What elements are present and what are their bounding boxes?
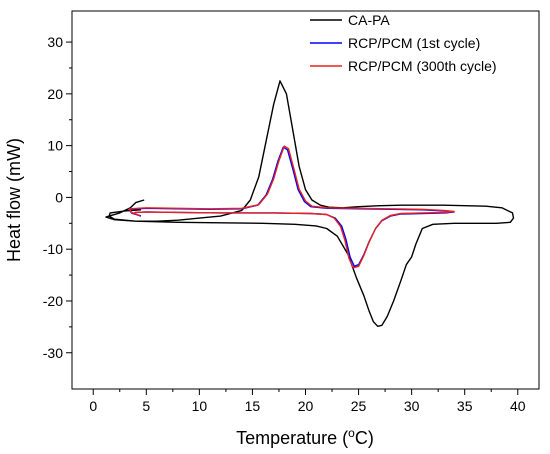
legend: CA-PA RCP/PCM (1st cycle) RCP/PCM (300th c… bbox=[310, 12, 497, 74]
x-axis-title-superscript: o bbox=[348, 426, 355, 440]
ticks-layer: 0 5 10 15 20 25 30 35 40 -30 -20 -10 0 10 20 30 bbox=[43, 34, 526, 414]
y-axis-title: Heat flow (mW) bbox=[4, 138, 24, 262]
x-tick-label: 10 bbox=[192, 398, 208, 414]
series-line-rcp-pcm-300th-cycle bbox=[128, 145, 455, 269]
y-tick-label: 30 bbox=[47, 34, 63, 50]
x-axis-title-suffix: C) bbox=[355, 428, 374, 448]
y-tick-label: -10 bbox=[43, 241, 63, 257]
x-tick-label: 40 bbox=[510, 398, 526, 414]
x-tick-label: 30 bbox=[404, 398, 420, 414]
x-tick-label: 0 bbox=[89, 398, 97, 414]
x-tick-label: 5 bbox=[142, 398, 150, 414]
legend-label: RCP/PCM (300th cycle) bbox=[348, 58, 497, 74]
y-tick-label: -20 bbox=[43, 293, 63, 309]
x-tick-label: 15 bbox=[245, 398, 261, 414]
series-layer bbox=[105, 80, 515, 327]
x-tick-label: 35 bbox=[457, 398, 473, 414]
x-tick-label: 25 bbox=[351, 398, 367, 414]
legend-label: CA-PA bbox=[348, 12, 390, 28]
x-axis-title-main: Temperature ( bbox=[236, 428, 348, 448]
legend-label: RCP/PCM (1st cycle) bbox=[348, 35, 480, 51]
y-tick-label: 0 bbox=[55, 189, 63, 205]
y-tick-label: 10 bbox=[47, 138, 63, 154]
series-line-rcp-pcm-1st-cycle bbox=[128, 146, 455, 267]
x-axis-title: Temperature (oC) bbox=[236, 426, 374, 448]
y-tick-label: 20 bbox=[47, 86, 63, 102]
y-tick-label: -30 bbox=[43, 345, 63, 361]
series-line-ca-pa bbox=[105, 80, 515, 327]
x-tick-label: 20 bbox=[298, 398, 314, 414]
